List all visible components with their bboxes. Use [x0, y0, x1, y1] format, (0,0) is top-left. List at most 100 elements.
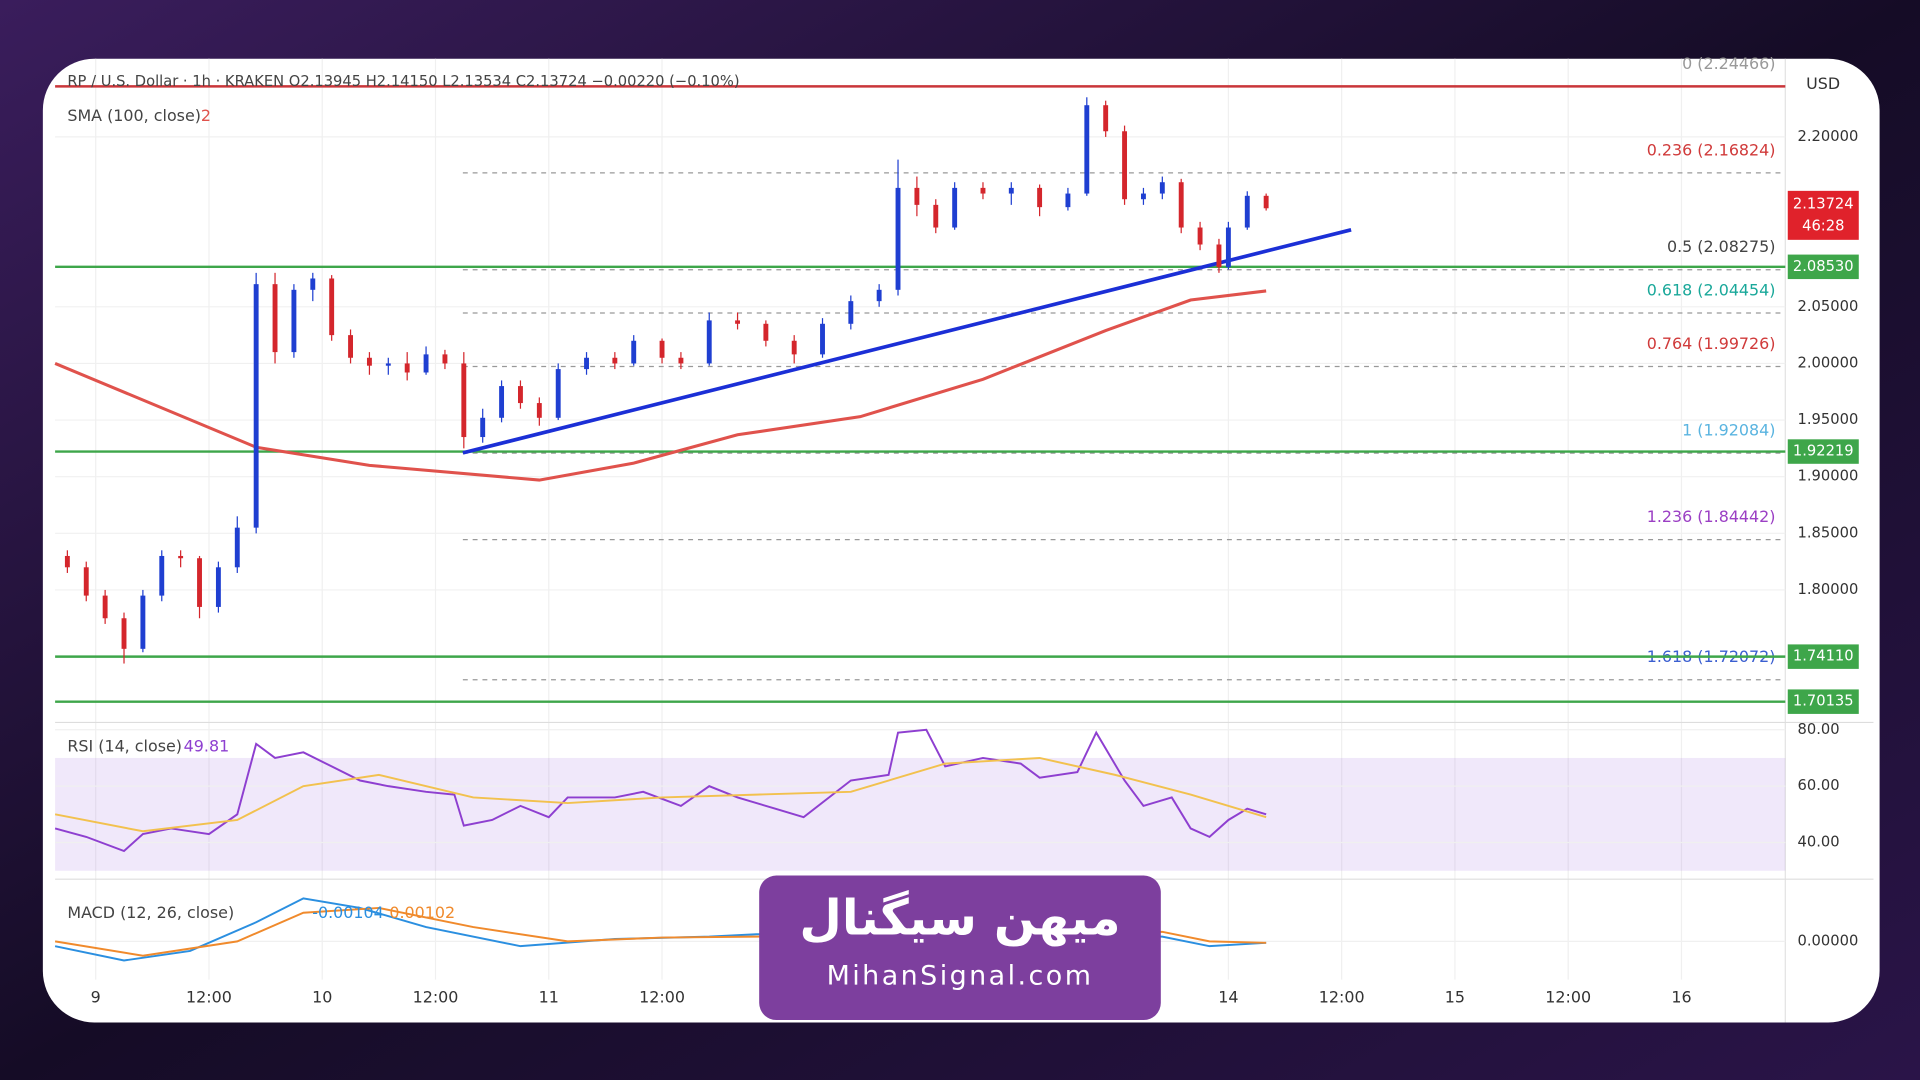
- axis-price-label: 1.70135: [1793, 693, 1854, 710]
- candle-body: [895, 187, 901, 290]
- candle-body: [442, 354, 448, 364]
- candle-body: [876, 289, 882, 302]
- candle-body: [385, 363, 391, 366]
- candle-body: [310, 278, 316, 290]
- x-tick-label: 16: [1671, 987, 1691, 1006]
- y-tick-label: 60.00: [1798, 777, 1840, 794]
- candle-body: [980, 187, 986, 194]
- candle-body: [820, 323, 825, 355]
- watermark-box: [759, 875, 1161, 1020]
- candle-body: [659, 340, 665, 358]
- x-tick-label: 12:00: [413, 987, 459, 1006]
- y-tick-label: 1.85000: [1798, 524, 1859, 541]
- candle-body: [423, 354, 429, 373]
- axis-price-label: 1.92219: [1793, 443, 1854, 460]
- candle-body: [584, 357, 589, 370]
- axis-price-box: [1787, 644, 1859, 669]
- candle-body: [1037, 187, 1043, 208]
- candle-body: [102, 595, 108, 619]
- indicator-line: [54, 906, 1267, 957]
- x-tick-label: 10: [312, 987, 332, 1006]
- candle-body: [1084, 105, 1090, 194]
- indicator-line: [54, 756, 1267, 833]
- candle-body: [404, 363, 410, 373]
- y-tick-label: 1.90000: [1798, 468, 1859, 485]
- candle-body: [178, 555, 184, 559]
- axis-price-box: [1787, 689, 1859, 714]
- macd-title: MACD (12, 26, close): [67, 903, 234, 922]
- candle-body: [631, 340, 637, 364]
- candle-body: [763, 323, 769, 341]
- card: [42, 58, 1880, 1023]
- candle-body: [678, 357, 684, 364]
- axis-price-label: 2.08530: [1793, 258, 1854, 275]
- y-tick-label: 1.95000: [1798, 411, 1859, 428]
- candle-body: [64, 555, 70, 568]
- watermark-title: میهن سیگنال: [799, 889, 1120, 946]
- axis-price-label: 1.74110: [1793, 648, 1854, 665]
- axis-price-box: [1787, 439, 1859, 464]
- candle-body: [272, 284, 278, 353]
- y-tick-label: 1.80000: [1798, 581, 1859, 598]
- candle-body: [461, 363, 467, 438]
- candle-body: [914, 187, 920, 205]
- candle-body: [480, 417, 486, 438]
- candle-body: [1244, 195, 1250, 228]
- candle-body: [1103, 105, 1109, 132]
- x-tick-label: 9: [91, 987, 101, 1006]
- indicator-line: [54, 728, 1267, 853]
- chart-title: RP / U.S. Dollar · 1h · KRAKEN O2.13945 …: [67, 73, 739, 90]
- candle-body: [253, 284, 259, 528]
- x-tick-label: 14: [1218, 987, 1238, 1006]
- x-tick-label: 11: [539, 987, 559, 1006]
- candle-body: [791, 340, 797, 355]
- fib-label: 0.5 (2.08275): [1667, 237, 1776, 256]
- plot: 2.20000 2.05000 2.00000 1.95000 1.90000 1.850…: [54, 54, 1874, 1006]
- x-tick-label: 12:00: [1545, 987, 1591, 1006]
- candle-body: [140, 595, 146, 649]
- candle-body: [1216, 244, 1222, 268]
- candle-body: [159, 555, 165, 596]
- sma-line: [54, 289, 1267, 482]
- candle-body: [197, 558, 202, 607]
- y-tick-label: 0.00000: [1798, 932, 1859, 949]
- candle-body: [706, 320, 712, 364]
- candle-body: [1008, 187, 1014, 194]
- candle-body: [1178, 182, 1184, 228]
- candle-body: [366, 357, 372, 366]
- candle-body: [121, 618, 127, 649]
- candle-body: [735, 320, 741, 324]
- last-price-label: 2.13724: [1793, 195, 1854, 212]
- candle-body: [291, 289, 297, 353]
- axis-price-box: [1787, 254, 1859, 280]
- watermark: میهن سیگنال MihanSignal.com: [759, 875, 1161, 1020]
- fib-label: 0 (2.24466): [1682, 54, 1775, 73]
- candle-body: [848, 301, 854, 324]
- candle-body: [499, 386, 505, 418]
- candle-body: [1225, 227, 1231, 268]
- fib-label: 0.618 (2.04454): [1647, 280, 1776, 299]
- indicator-label: SMA (100, close): [67, 106, 201, 125]
- candle-body: [952, 187, 958, 228]
- last-price-box: [1787, 190, 1859, 240]
- candle-body: [536, 403, 542, 418]
- macd-value: -0.00104: [312, 903, 384, 922]
- y-tick-label: 2.05000: [1798, 298, 1859, 315]
- candle-body: [1065, 193, 1071, 208]
- candle-body: [1197, 227, 1203, 245]
- signal-value: 0.00102: [389, 903, 455, 922]
- rsi-title: RSI (14, close): [67, 736, 182, 755]
- candle-body: [1122, 131, 1128, 200]
- candle-body: [1263, 195, 1269, 209]
- candle-body: [215, 567, 221, 607]
- y-tick-label: 2.00000: [1798, 354, 1859, 371]
- y-tick-label: 2.20000: [1798, 128, 1859, 145]
- candle-body: [555, 369, 561, 418]
- rsi-band: [55, 757, 1786, 871]
- candle-body: [234, 527, 240, 568]
- candle-body: [1159, 182, 1165, 194]
- rsi-value: 49.81: [184, 736, 230, 755]
- x-tick-label: 12:00: [186, 987, 232, 1006]
